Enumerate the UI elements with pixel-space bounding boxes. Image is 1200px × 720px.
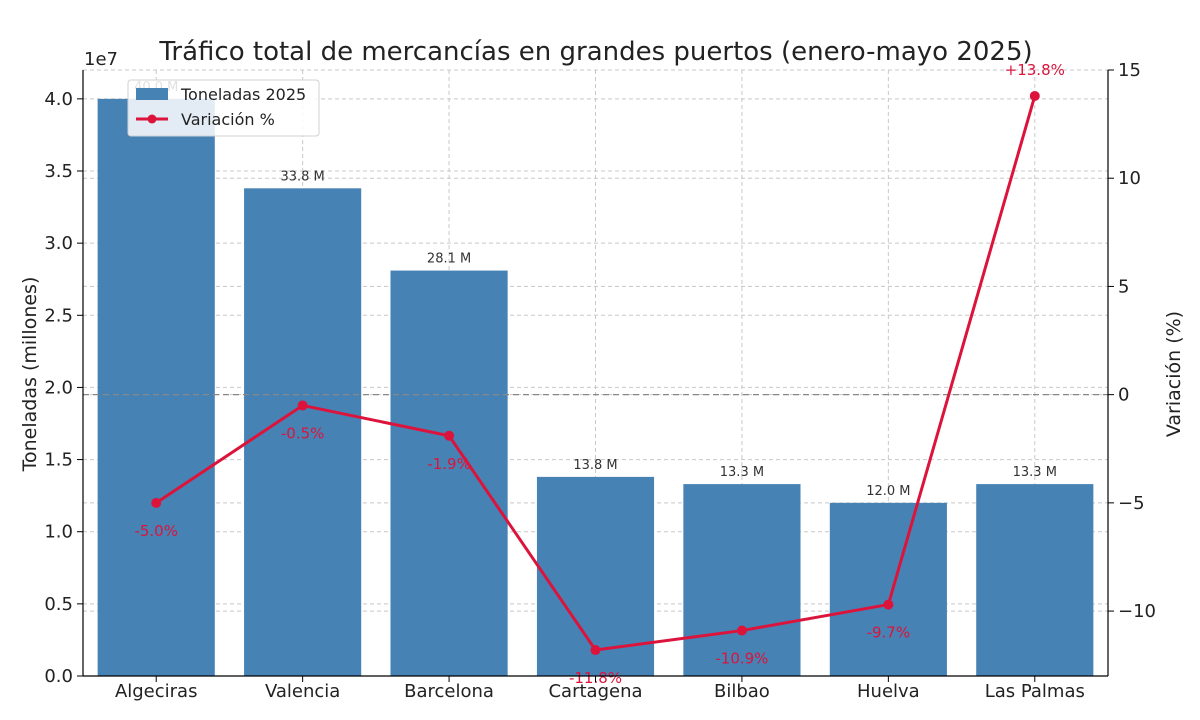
bar-value-label: 13.3 M (1013, 465, 1057, 480)
tick-label-left: 3.5 (44, 161, 73, 182)
bar (536, 476, 655, 676)
variation-point (1029, 90, 1040, 101)
bar (829, 502, 947, 676)
category-label: Huelva (857, 681, 920, 702)
category-label: Las Palmas (985, 681, 1085, 702)
y-axis-right-label: Variación (%) (1163, 311, 1185, 437)
bar (97, 98, 215, 677)
bar-value-label: 33.8 M (280, 169, 324, 184)
variation-point (151, 497, 162, 508)
variation-value-label: -9.7% (867, 624, 911, 642)
bar-value-label: 13.8 M (573, 458, 617, 473)
y-axis-offset-text: 1e7 (84, 49, 118, 70)
category-label: Valencia (265, 681, 340, 702)
bar (390, 270, 508, 676)
tick-label-right: 10 (1118, 168, 1141, 189)
variation-value-label: -10.9% (715, 650, 768, 668)
tick-label-left: 2.5 (44, 305, 73, 326)
variation-value-label: -1.9% (427, 455, 471, 473)
axes: 0.0 0.5 1.0 1.5 2.0 2.5 3.0 3.5 4.0 −10 −5 0 5 10 15 Al… (44, 60, 1156, 702)
bars: 40.0 M33.8 M28.1 M13.8 M13.3 M12.0 M13.3… (97, 80, 1094, 677)
category-label: Algeciras (115, 681, 198, 702)
tick-label-left: 1.0 (44, 522, 73, 543)
category-label: Cartagena (548, 681, 642, 702)
tick-label-right: −5 (1118, 493, 1145, 514)
tick-label-left: 2.0 (44, 377, 73, 398)
legend-label-tonnes: Toneladas 2025 (180, 85, 306, 104)
tick-label-right: 15 (1118, 60, 1141, 81)
tick-label-right: 0 (1118, 385, 1129, 406)
legend-line-marker (147, 114, 157, 124)
legend-label-variation: Variación % (181, 110, 275, 129)
bar (683, 484, 801, 676)
variation-value-label: +13.8% (1005, 61, 1065, 79)
variation-line: -5.0%-0.5%-1.9%-11.8%-10.9%-9.7%+13.8% (134, 61, 1064, 687)
variation-point (883, 599, 894, 610)
chart-title: Tráfico total de mercancías en grandes p… (158, 37, 1032, 67)
legend-frame (127, 79, 320, 137)
tick-label-left: 0.0 (44, 666, 73, 687)
variation-value-label: -0.5% (281, 424, 325, 442)
tick-label-left: 1.5 (44, 450, 73, 471)
bar-value-label: 13.3 M (720, 465, 764, 480)
legend: Toneladas 2025 Variación % (127, 79, 320, 137)
variation-point (590, 645, 601, 656)
tick-label-left: 3.0 (44, 233, 73, 254)
legend-bar-swatch (136, 88, 168, 100)
bar (976, 484, 1094, 676)
tick-label-left: 4.0 (44, 89, 73, 110)
category-label: Bilbao (714, 681, 770, 702)
y-axis-left-label: Toneladas (millones) (19, 277, 41, 473)
variation-point (297, 400, 308, 411)
variation-point (444, 430, 455, 441)
category-label: Barcelona (404, 681, 494, 702)
tick-label-right: 5 (1118, 276, 1129, 297)
variation-value-label: -5.0% (134, 522, 178, 540)
bar-value-label: 12.0 M (866, 484, 910, 499)
tick-label-right: −10 (1118, 601, 1156, 622)
variation-point (736, 625, 747, 636)
bar-value-label: 28.1 M (427, 252, 471, 267)
tick-label-left: 0.5 (44, 594, 73, 615)
